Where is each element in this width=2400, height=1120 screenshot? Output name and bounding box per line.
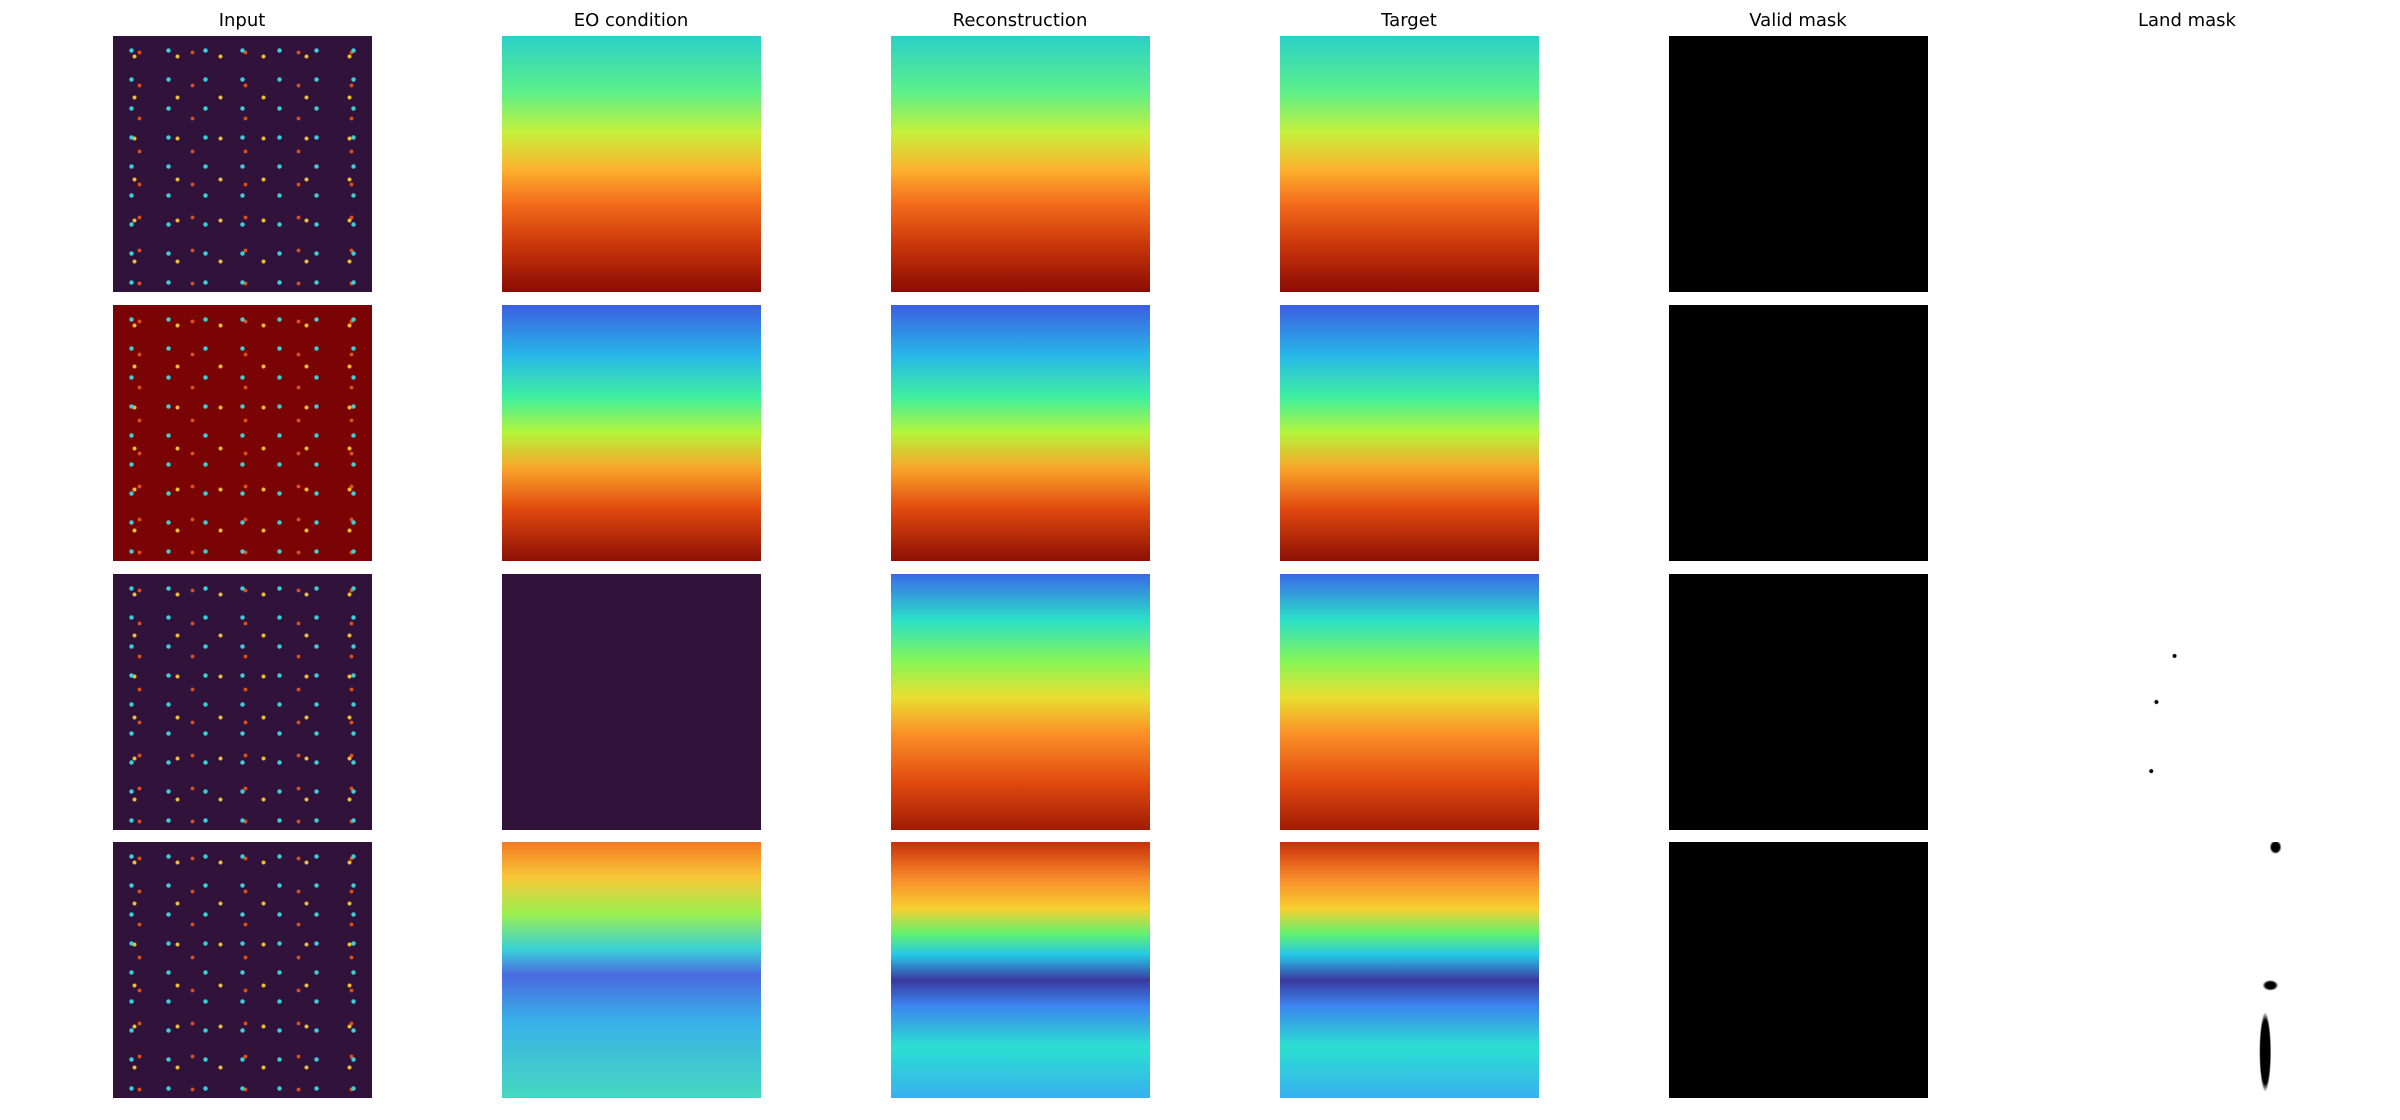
column-title: Valid mask: [1749, 10, 1847, 31]
image-panel: [2058, 574, 2317, 830]
image-panel: [891, 36, 1150, 292]
image-panel: [113, 574, 372, 830]
image-panel: [1280, 305, 1539, 561]
image-panel: [113, 305, 372, 561]
column-title: Target: [1381, 10, 1437, 31]
image-panel: [1280, 36, 1539, 292]
image-panel: [2058, 36, 2317, 292]
image-panel: [891, 574, 1150, 830]
mask-image: [1669, 574, 1928, 830]
image-panel: [891, 842, 1150, 1098]
image-panel: [502, 36, 761, 292]
column-title: Reconstruction: [952, 10, 1088, 31]
column-title: EO condition: [573, 10, 689, 31]
image-panel: [502, 305, 761, 561]
image-panel: [502, 574, 761, 830]
mask-image: [1669, 36, 1928, 292]
image-panel: [2058, 305, 2317, 561]
image-panel: [2058, 842, 2317, 1098]
mask-image: [1669, 305, 1928, 561]
image-panel: [113, 36, 372, 292]
image-panel: [1280, 574, 1539, 830]
column-title: Input: [218, 10, 266, 31]
image-panel: [113, 842, 372, 1098]
image-panel: [502, 842, 761, 1098]
column-title: Land mask: [2138, 10, 2236, 31]
mask-image: [1669, 842, 1928, 1098]
image-panel: [891, 305, 1150, 561]
image-panel: [1280, 842, 1539, 1098]
